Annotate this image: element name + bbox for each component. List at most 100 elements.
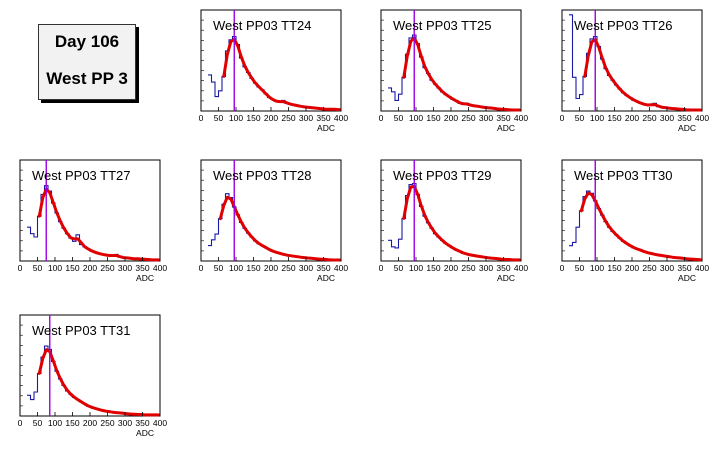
x-tick-label: 300	[299, 263, 313, 273]
x-tick-label: 150	[65, 263, 79, 273]
x-tick-label: 350	[135, 263, 149, 273]
x-tick-label: 300	[299, 113, 313, 123]
x-tick-label: 150	[426, 263, 440, 273]
histogram-title: West PP03 TT26	[574, 18, 673, 33]
x-tick-label: 200	[264, 113, 278, 123]
x-tick-label: 100	[229, 263, 243, 273]
x-tick-label: 100	[48, 418, 62, 428]
x-tick-label: 100	[409, 263, 423, 273]
x-tick-label: 250	[281, 113, 295, 123]
x-tick-label: 300	[118, 418, 132, 428]
x-tick-label: 250	[642, 113, 656, 123]
x-tick-label: 300	[118, 263, 132, 273]
fit-curve	[37, 187, 160, 262]
x-tick-label: 200	[83, 263, 97, 273]
fit-curve	[402, 36, 521, 112]
x-tick-label: 400	[514, 263, 528, 273]
x-tick-label: 300	[660, 113, 674, 123]
x-tick-label: 50	[33, 418, 43, 428]
x-tick-label: 400	[334, 113, 348, 123]
x-tick-label: 0	[379, 113, 384, 123]
x-tick-label: 400	[334, 263, 348, 273]
x-tick-label: 400	[695, 113, 709, 123]
x-axis-label: ADC	[317, 123, 335, 133]
x-tick-label: 400	[153, 263, 167, 273]
x-tick-label: 250	[642, 263, 656, 273]
x-tick-label: 400	[514, 113, 528, 123]
x-tick-label: 350	[677, 263, 691, 273]
x-axis-label: ADC	[497, 123, 515, 133]
plot-frame	[380, 9, 522, 112]
fit-curve	[583, 38, 702, 112]
plot-frame	[200, 9, 342, 112]
x-axis-label: ADC	[497, 273, 515, 283]
x-tick-label: 350	[135, 418, 149, 428]
x-tick-label: 200	[625, 113, 639, 123]
histogram-title: West PP03 TT27	[32, 168, 131, 183]
x-tick-label: 300	[479, 113, 493, 123]
histogram-title: West PP03 TT24	[213, 18, 312, 33]
x-tick-label: 0	[199, 113, 204, 123]
x-tick-label: 50	[575, 263, 585, 273]
plot-frame	[561, 9, 703, 112]
x-tick-label: 0	[560, 113, 565, 123]
x-tick-label: 200	[264, 263, 278, 273]
day-label: Day 106	[54, 32, 120, 51]
x-tick-label: 150	[607, 263, 621, 273]
x-tick-label: 400	[695, 263, 709, 273]
plot-frame	[19, 159, 161, 262]
x-tick-label: 50	[214, 113, 224, 123]
histogram-title: West PP03 TT30	[574, 168, 673, 183]
x-tick-label: 350	[677, 113, 691, 123]
x-tick-label: 300	[479, 263, 493, 273]
x-tick-label: 300	[660, 263, 674, 273]
histogram-title: West PP03 TT28	[213, 168, 312, 183]
x-tick-label: 250	[100, 263, 114, 273]
x-tick-label: 400	[153, 418, 167, 428]
x-tick-label: 100	[590, 263, 604, 273]
x-tick-label: 350	[496, 113, 510, 123]
x-tick-label: 350	[496, 263, 510, 273]
x-tick-label: 50	[33, 263, 43, 273]
plot-frame	[200, 159, 342, 262]
x-axis-label: ADC	[136, 273, 154, 283]
day-label-box: Day 106 West PP 3	[38, 24, 136, 100]
x-axis-label: ADC	[317, 273, 335, 283]
x-tick-label: 50	[214, 263, 224, 273]
x-tick-label: 250	[461, 263, 475, 273]
x-tick-label: 0	[199, 263, 204, 273]
histogram-title: West PP03 TT29	[393, 168, 492, 183]
fit-curve	[222, 37, 341, 112]
x-axis-label: ADC	[136, 428, 154, 438]
x-tick-label: 0	[379, 263, 384, 273]
x-tick-label: 0	[560, 263, 565, 273]
x-tick-label: 200	[83, 418, 97, 428]
plot-frame	[561, 159, 703, 262]
x-tick-label: 0	[18, 263, 23, 273]
histogram-title: West PP03 TT31	[32, 323, 131, 338]
x-axis-label: ADC	[678, 123, 696, 133]
x-tick-label: 50	[394, 113, 404, 123]
histogram-title: West PP03 TT25	[393, 18, 492, 33]
fit-curve	[579, 191, 702, 262]
x-tick-label: 250	[100, 418, 114, 428]
x-tick-label: 250	[281, 263, 295, 273]
x-tick-label: 100	[229, 113, 243, 123]
x-tick-label: 150	[246, 113, 260, 123]
fit-curve	[37, 348, 160, 417]
x-tick-label: 200	[444, 263, 458, 273]
x-tick-label: 250	[461, 113, 475, 123]
x-tick-label: 150	[246, 263, 260, 273]
x-tick-label: 200	[444, 113, 458, 123]
x-tick-label: 350	[316, 263, 330, 273]
x-tick-label: 100	[590, 113, 604, 123]
x-tick-label: 150	[426, 113, 440, 123]
